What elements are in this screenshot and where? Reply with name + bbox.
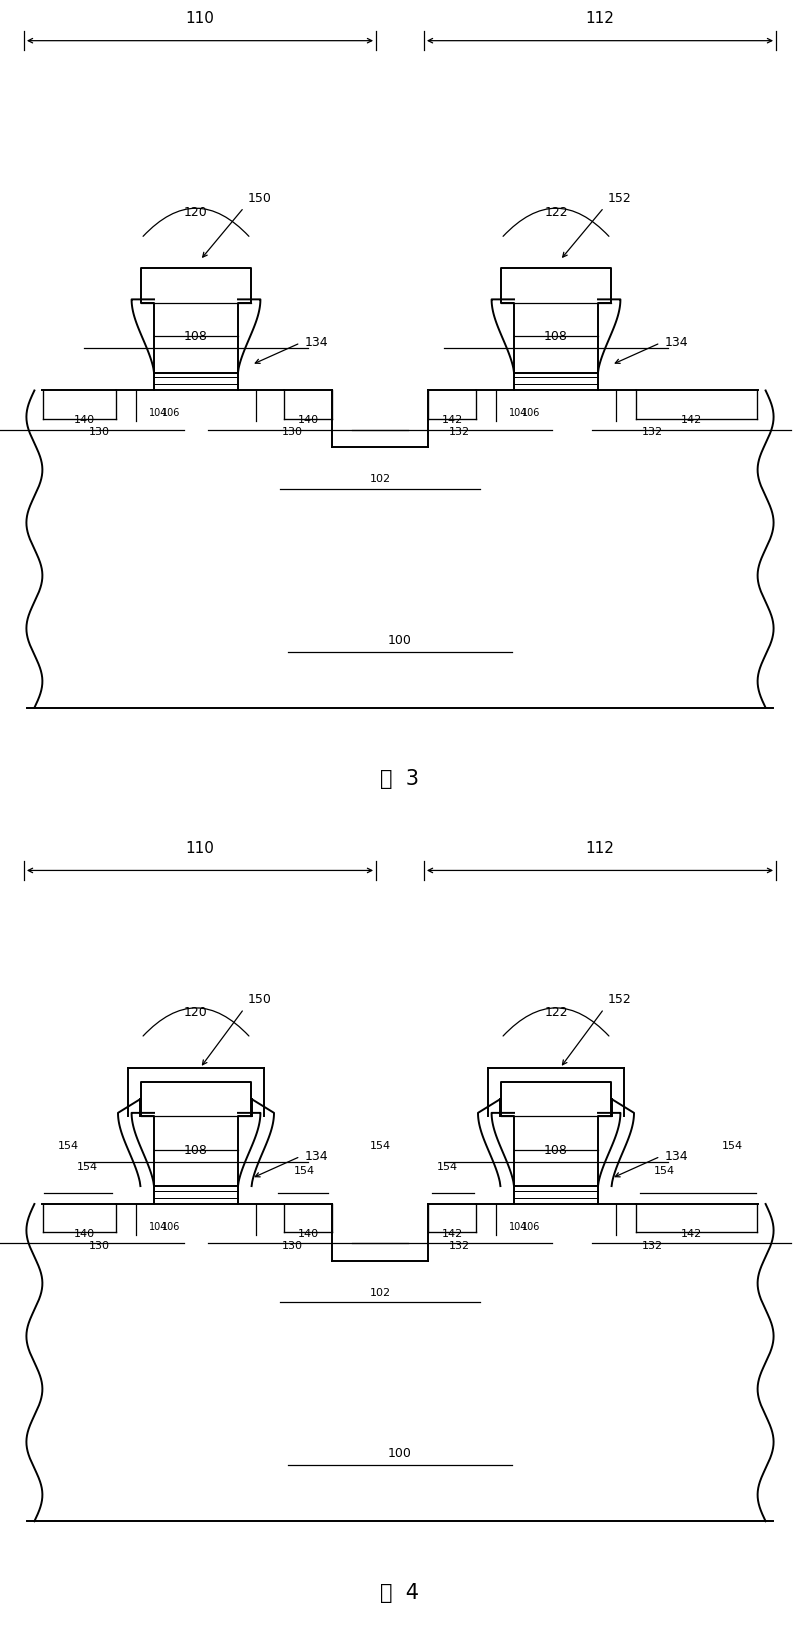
Text: 150: 150 xyxy=(248,192,272,205)
Text: 132: 132 xyxy=(642,428,663,438)
Text: 140: 140 xyxy=(74,415,95,425)
Text: 154: 154 xyxy=(654,1167,675,1176)
Text: 134: 134 xyxy=(304,1150,328,1163)
Text: 112: 112 xyxy=(586,841,614,856)
Text: 130: 130 xyxy=(282,428,303,438)
Text: 106: 106 xyxy=(162,1222,181,1232)
Text: 104: 104 xyxy=(509,1222,527,1232)
Text: 104: 104 xyxy=(149,1222,167,1232)
Text: 106: 106 xyxy=(162,408,181,418)
Text: 108: 108 xyxy=(544,330,568,343)
Text: 图  3: 图 3 xyxy=(381,770,419,789)
Text: 112: 112 xyxy=(586,11,614,26)
Text: 120: 120 xyxy=(184,207,208,218)
Text: 140: 140 xyxy=(74,1228,95,1238)
Text: 142: 142 xyxy=(681,415,702,425)
Text: 142: 142 xyxy=(442,415,462,425)
Text: 110: 110 xyxy=(186,841,214,856)
Text: 134: 134 xyxy=(664,1150,688,1163)
Text: 104: 104 xyxy=(149,408,167,418)
Text: 132: 132 xyxy=(449,428,470,438)
Text: 154: 154 xyxy=(294,1167,315,1176)
Text: 100: 100 xyxy=(388,635,412,648)
Text: 100: 100 xyxy=(388,1448,412,1461)
Text: 102: 102 xyxy=(370,1287,390,1298)
Text: 142: 142 xyxy=(681,1228,702,1238)
Text: 152: 152 xyxy=(608,192,632,205)
Text: 106: 106 xyxy=(522,408,541,418)
Text: 154: 154 xyxy=(722,1141,742,1152)
Text: 140: 140 xyxy=(298,1228,318,1238)
Text: 130: 130 xyxy=(89,428,110,438)
Text: 图  4: 图 4 xyxy=(381,1583,419,1603)
Text: 108: 108 xyxy=(544,1144,568,1157)
Text: 154: 154 xyxy=(437,1162,458,1173)
Text: 154: 154 xyxy=(370,1141,390,1152)
Text: 134: 134 xyxy=(664,337,688,350)
Text: 130: 130 xyxy=(282,1240,303,1251)
Text: 134: 134 xyxy=(304,337,328,350)
Text: 154: 154 xyxy=(58,1141,78,1152)
Text: 108: 108 xyxy=(184,1144,208,1157)
Text: 130: 130 xyxy=(89,1240,110,1251)
Text: 104: 104 xyxy=(509,408,527,418)
Text: 132: 132 xyxy=(449,1240,470,1251)
Text: 120: 120 xyxy=(184,1005,208,1019)
Text: 102: 102 xyxy=(370,473,390,485)
Text: 122: 122 xyxy=(544,207,568,218)
Text: 106: 106 xyxy=(522,1222,541,1232)
Text: 154: 154 xyxy=(77,1162,98,1173)
Text: 152: 152 xyxy=(608,994,632,1005)
Text: 108: 108 xyxy=(184,330,208,343)
Text: 132: 132 xyxy=(642,1240,663,1251)
Text: 110: 110 xyxy=(186,11,214,26)
Text: 150: 150 xyxy=(248,994,272,1005)
Text: 140: 140 xyxy=(298,415,318,425)
Text: 122: 122 xyxy=(544,1005,568,1019)
Text: 142: 142 xyxy=(442,1228,462,1238)
